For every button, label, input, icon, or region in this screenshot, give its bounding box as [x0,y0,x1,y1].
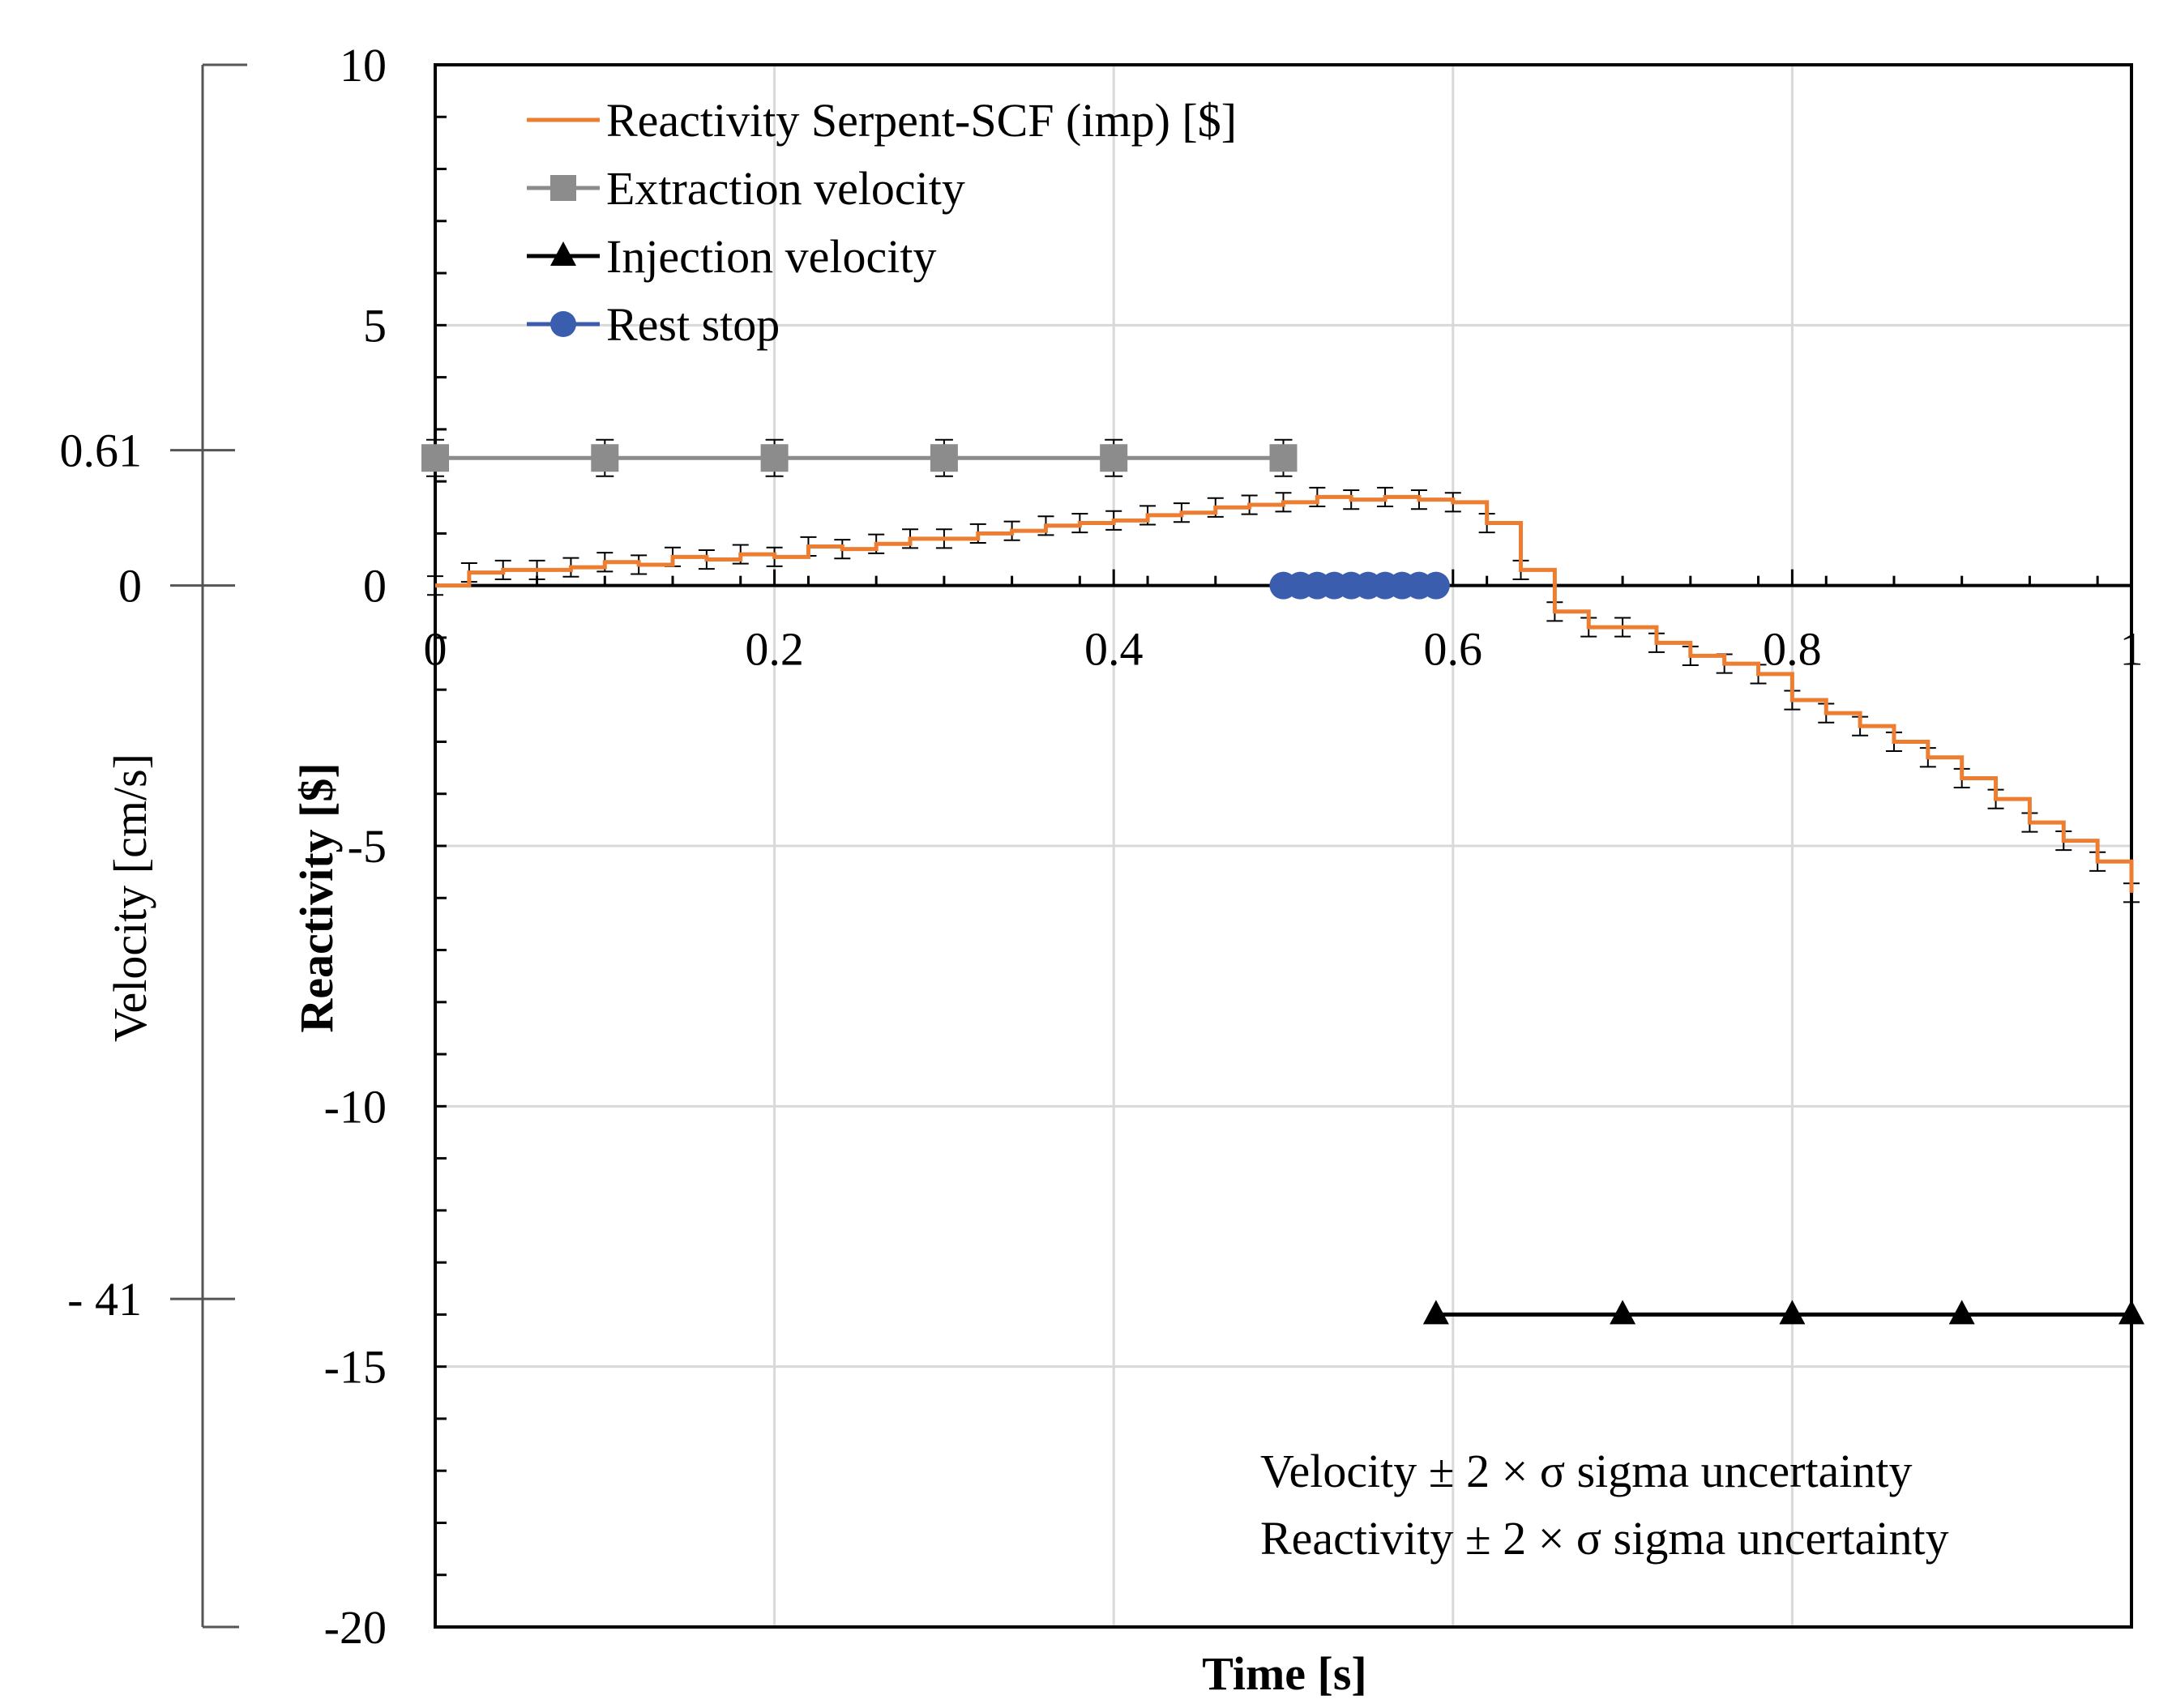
series-rest-stop [1269,571,1450,600]
extraction-point [421,444,449,472]
x-tick-label: 0 [424,623,447,676]
secondary-velocity-axis: 0.61 0 - 41 [60,63,247,1629]
secondary-y-axis-label: Velocity [cm/s] [104,754,156,1042]
legend-triangle-marker [550,241,576,266]
legend-item: Extraction velocity [527,162,965,215]
secondary-tick-label: 0.61 [60,425,143,477]
legend-square-marker [550,175,576,201]
y-axis-ticks: 10 5 0 -5 -10 -15 -20 [324,39,387,1654]
series-reactivity [427,486,2140,903]
y-tick-label: -10 [324,1080,387,1133]
legend-item: Injection velocity [527,230,936,283]
legend: Reactivity Serpent-SCF (imp) [$] Extracti… [527,94,1237,351]
legend-label: Rest stop [606,298,780,351]
legend-label: Injection velocity [606,230,936,283]
extraction-point [1100,444,1128,472]
legend-item: Reactivity Serpent-SCF (imp) [$] [527,94,1237,147]
extraction-point [760,444,789,472]
x-tick-label: 0.6 [1424,623,1483,676]
extraction-point [930,444,958,472]
series-extraction-velocity [421,438,1298,477]
reactivity-uncertainty-note: Reactivity ± 2 × σ sigma uncertainty [1260,1512,1949,1565]
velocity-uncertainty-note: Velocity ± 2 × σ sigma uncertainty [1260,1445,1913,1497]
y-tick-label: 0 [363,560,387,613]
y-tick-label: 10 [340,39,387,92]
secondary-tick-label: - 41 [67,1273,142,1326]
legend-label: Reactivity Serpent-SCF (imp) [$] [606,94,1237,147]
secondary-tick-label: 0 [118,560,142,613]
injection-point [1610,1300,1636,1325]
injection-point [1779,1300,1806,1325]
y-axis-label: Reactivity [$] [290,762,343,1032]
y-minor-ticks [435,63,447,1629]
y-tick-label: -5 [348,820,387,873]
extraction-point [591,444,619,472]
injection-point [1422,1300,1449,1325]
legend-circle-marker [550,311,576,337]
injection-point [2119,1300,2144,1325]
y-tick-label: -20 [324,1601,387,1654]
rest-stop-point [1422,571,1450,600]
reactivity-line [435,494,2134,893]
y-tick-label: -15 [324,1341,387,1394]
x-tick-label: 0.8 [1763,623,1822,676]
series-layer [421,438,2144,1325]
y-tick-label: 5 [363,299,387,352]
extraction-point [1269,444,1298,472]
injection-point [1948,1300,1975,1325]
x-tick-label: 0.4 [1084,623,1144,676]
series-injection-velocity [1422,1300,2144,1325]
legend-item: Rest stop [527,298,780,351]
legend-label: Extraction velocity [606,162,965,215]
x-tick-label: 1 [2120,623,2144,676]
x-axis-ticks: 0 0.2 0.4 0.6 0.8 1 [424,569,2144,676]
x-tick-label: 0.2 [745,623,804,676]
x-axis-label: Time [s] [1202,1647,1367,1700]
